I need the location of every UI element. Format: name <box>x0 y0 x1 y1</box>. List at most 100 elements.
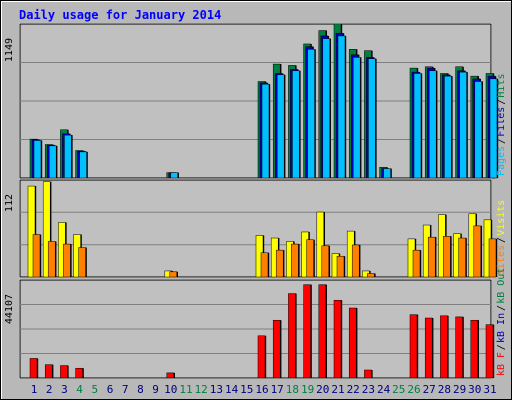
legend-2-1: kB In <box>496 313 507 343</box>
bar-sites-18 <box>291 243 299 278</box>
bar-kbf-21 <box>333 299 342 379</box>
bar-visits-1 <box>27 185 36 278</box>
bar-pages-22 <box>352 57 361 179</box>
bar-pages-3 <box>64 134 72 179</box>
bar-kbf-3 <box>60 365 68 379</box>
bar-sites-1 <box>32 234 41 278</box>
day-label-6: 6 <box>107 383 114 396</box>
day-label-14: 14 <box>225 383 239 396</box>
legend-1-0: Sites <box>496 245 507 275</box>
legend-0-2: Hits <box>496 74 507 98</box>
day-label-25: 25 <box>392 383 405 396</box>
bar-kbf-10 <box>166 372 175 379</box>
bar-kbf-31 <box>485 324 494 379</box>
legend-sep-2-1: / <box>496 305 507 311</box>
bar-sites-17 <box>275 249 284 278</box>
legend-sep-1-0: / <box>496 237 507 243</box>
max-label-0: 1149 <box>4 38 15 62</box>
bar-pages-24 <box>383 168 391 179</box>
bar-kbf-23 <box>364 369 372 379</box>
chart-layer: 1149Pages/Files/Hits112Sites/Visits44107… <box>4 23 507 396</box>
chart-title: Daily usage for January 2014 <box>19 8 221 22</box>
bar-kbf-17 <box>272 319 281 379</box>
bar-sites-19 <box>306 239 314 278</box>
day-label-12: 12 <box>195 383 208 396</box>
day-label-10: 10 <box>164 383 177 396</box>
day-label-17: 17 <box>271 383 284 396</box>
bar-kbf-26 <box>409 314 418 379</box>
day-label-11: 11 <box>179 383 192 396</box>
bar-kbf-4 <box>75 367 83 379</box>
day-label-28: 28 <box>438 383 451 396</box>
bar-visits-2 <box>42 181 51 278</box>
bar-pages-31 <box>489 78 498 179</box>
bar-pages-19 <box>307 49 315 179</box>
bar-sites-21 <box>336 255 345 278</box>
bar-pages-27 <box>428 70 437 179</box>
day-label-31: 31 <box>483 383 496 396</box>
bar-sites-31 <box>488 238 497 278</box>
bar-pages-29 <box>459 71 467 179</box>
bar-pages-21 <box>337 35 346 179</box>
bar-visits-20 <box>316 211 325 278</box>
bar-sites-30 <box>473 225 482 278</box>
day-label-9: 9 <box>152 383 159 396</box>
day-label-5: 5 <box>91 383 98 396</box>
bar-kbf-30 <box>470 319 479 379</box>
day-label-20: 20 <box>316 383 329 396</box>
day-label-27: 27 <box>423 383 436 396</box>
day-label-21: 21 <box>331 383 344 396</box>
legend-sep-2-0: / <box>496 344 507 350</box>
legend-sep-0-1: / <box>496 99 507 105</box>
bar-pages-28 <box>444 75 452 179</box>
max-label-1: 112 <box>4 194 15 212</box>
day-label-18: 18 <box>286 383 299 396</box>
bar-kbf-18 <box>288 293 296 379</box>
day-label-13: 13 <box>210 383 223 396</box>
day-label-3: 3 <box>61 383 68 396</box>
bar-sites-4 <box>78 247 86 278</box>
bar-pages-23 <box>368 58 376 179</box>
bar-sites-27 <box>427 236 436 278</box>
bar-sites-20 <box>321 245 330 278</box>
day-label-24: 24 <box>377 383 391 396</box>
day-label-1: 1 <box>31 383 38 396</box>
bar-pages-17 <box>276 74 285 179</box>
legend-sep-0-0: / <box>496 138 507 144</box>
bar-kbf-16 <box>257 335 266 379</box>
bar-kbf-2 <box>44 364 53 379</box>
max-label-2: 44107 <box>4 294 15 324</box>
day-label-8: 8 <box>137 383 144 396</box>
legend-0-0: Pages <box>496 146 507 176</box>
day-label-26: 26 <box>407 383 420 396</box>
bar-sites-22 <box>351 244 360 278</box>
bar-sites-29 <box>458 237 466 278</box>
bar-sites-26 <box>412 249 421 278</box>
frame-bevel-left <box>1 1 2 399</box>
bar-sites-3 <box>63 243 71 278</box>
bar-kbf-20 <box>318 284 327 379</box>
legend-1-1: Visits <box>496 200 507 236</box>
bar-kbf-22 <box>348 307 357 379</box>
day-label-16: 16 <box>255 383 268 396</box>
day-label-30: 30 <box>468 383 481 396</box>
day-label-15: 15 <box>240 383 253 396</box>
bar-sites-28 <box>443 236 451 278</box>
legend-2-2: kB Out <box>496 268 507 304</box>
bar-pages-16 <box>261 83 270 179</box>
day-label-7: 7 <box>122 383 129 396</box>
bar-sites-10 <box>169 271 178 278</box>
day-label-22: 22 <box>347 383 360 396</box>
bar-kbf-19 <box>303 284 311 379</box>
day-label-23: 23 <box>362 383 375 396</box>
bar-pages-4 <box>79 151 87 179</box>
legend-0-1: Files <box>496 107 507 137</box>
bar-sites-16 <box>260 252 269 278</box>
frame-bevel-top <box>1 1 511 2</box>
bar-pages-2 <box>48 145 57 179</box>
bar-pages-26 <box>413 73 422 179</box>
bar-pages-30 <box>474 81 483 179</box>
bar-pages-20 <box>322 38 331 179</box>
bar-pages-10 <box>170 172 179 179</box>
